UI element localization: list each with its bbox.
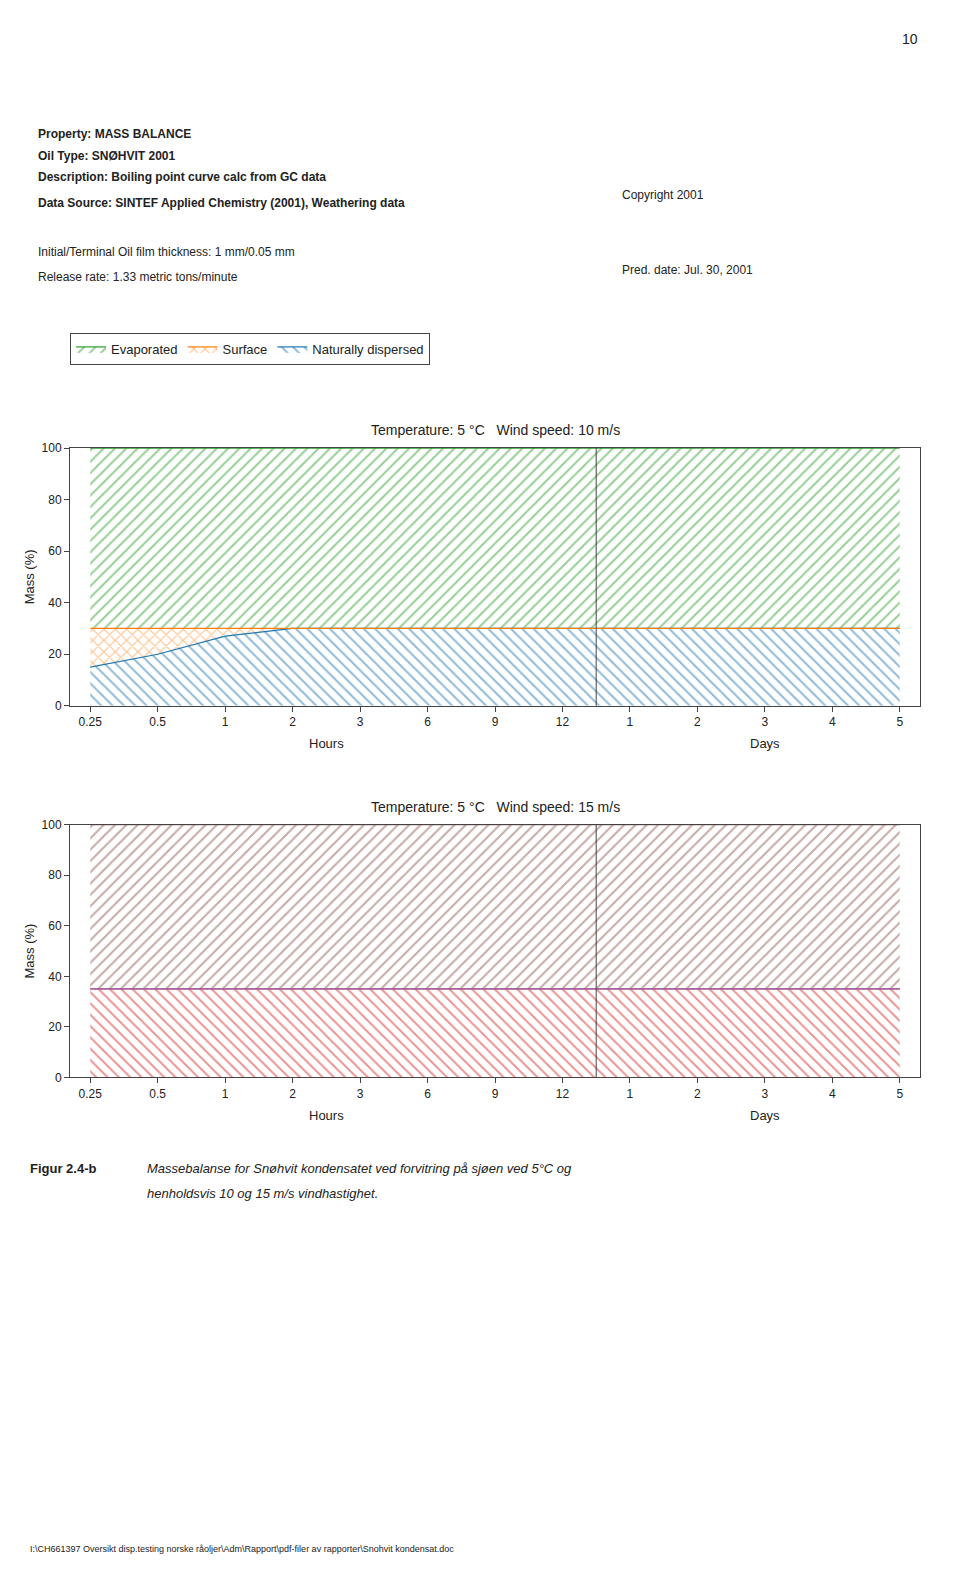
svg-text:10: 10 — [902, 31, 918, 47]
svg-text:Oil Type: SNØHVIT 2001: Oil Type: SNØHVIT 2001 — [38, 149, 175, 163]
svg-text:5: 5 — [896, 1087, 903, 1101]
svg-text:12: 12 — [556, 715, 570, 729]
svg-text:0.5: 0.5 — [149, 1087, 166, 1101]
svg-text:Days: Days — [750, 1108, 780, 1123]
svg-text:2: 2 — [289, 1087, 296, 1101]
svg-text:Hours: Hours — [309, 736, 344, 751]
svg-text:Temperature: 5 °C Wind speed: Temperature: 5 °C Wind speed: 15 m/s — [371, 799, 620, 815]
svg-text:4: 4 — [829, 715, 836, 729]
svg-text:100: 100 — [42, 818, 62, 832]
svg-text:100: 100 — [42, 441, 62, 455]
svg-text:0.25: 0.25 — [79, 715, 103, 729]
svg-text:Release rate: 1.33 metric tons: Release rate: 1.33 metric tons/minute — [38, 270, 238, 284]
svg-text:4: 4 — [829, 1087, 836, 1101]
svg-text:60: 60 — [48, 544, 62, 558]
svg-text:1: 1 — [627, 715, 634, 729]
svg-text:Temperature: 5 °C Wind speed: Temperature: 5 °C Wind speed: 10 m/s — [371, 422, 620, 438]
svg-text:6: 6 — [424, 715, 431, 729]
svg-text:60: 60 — [48, 919, 62, 933]
svg-text:Days: Days — [750, 736, 780, 751]
svg-text:0.5: 0.5 — [149, 715, 166, 729]
svg-text:Massebalanse for Snøhvit konde: Massebalanse for Snøhvit kondensatet ved… — [147, 1161, 572, 1176]
svg-text:40: 40 — [48, 970, 62, 984]
svg-text:Surface: Surface — [223, 342, 268, 357]
svg-text:1: 1 — [222, 1087, 229, 1101]
svg-text:Mass (%): Mass (%) — [22, 924, 37, 979]
svg-text:1: 1 — [222, 715, 229, 729]
svg-text:2: 2 — [694, 1087, 701, 1101]
svg-text:Naturally dispersed: Naturally dispersed — [312, 342, 423, 357]
svg-text:Hours: Hours — [309, 1108, 344, 1123]
svg-text:Description: Boiling point cur: Description: Boiling point curve calc fr… — [38, 170, 326, 184]
svg-text:1: 1 — [627, 1087, 634, 1101]
svg-text:3: 3 — [761, 1087, 768, 1101]
svg-text:0: 0 — [55, 1071, 62, 1085]
svg-text:80: 80 — [48, 493, 62, 507]
svg-text:Initial/Terminal Oil film thic: Initial/Terminal Oil film thickness: 1 m… — [38, 245, 295, 259]
svg-text:0: 0 — [55, 699, 62, 713]
svg-text:3: 3 — [761, 715, 768, 729]
svg-text:henholdsvis 10 og 15 m/s vindh: henholdsvis 10 og 15 m/s vindhastighet. — [147, 1186, 378, 1201]
svg-text:3: 3 — [357, 1087, 364, 1101]
svg-text:2: 2 — [694, 715, 701, 729]
svg-text:80: 80 — [48, 868, 62, 882]
svg-text:I:\CH661397 Oversikt disp.test: I:\CH661397 Oversikt disp.testing norske… — [30, 1544, 454, 1554]
svg-text:Pred. date: Jul. 30, 2001: Pred. date: Jul. 30, 2001 — [622, 263, 753, 277]
svg-text:9: 9 — [492, 715, 499, 729]
svg-text:40: 40 — [48, 596, 62, 610]
svg-text:3: 3 — [357, 715, 364, 729]
svg-text:12: 12 — [556, 1087, 570, 1101]
svg-text:0.25: 0.25 — [79, 1087, 103, 1101]
svg-text:Mass (%): Mass (%) — [22, 549, 37, 604]
svg-text:6: 6 — [424, 1087, 431, 1101]
svg-text:Evaporated: Evaporated — [111, 342, 178, 357]
svg-text:2: 2 — [289, 715, 296, 729]
svg-text:20: 20 — [48, 647, 62, 661]
svg-text:Figur 2.4-b: Figur 2.4-b — [30, 1161, 97, 1176]
svg-text:20: 20 — [48, 1020, 62, 1034]
svg-text:9: 9 — [492, 1087, 499, 1101]
svg-text:Copyright 2001: Copyright 2001 — [622, 188, 704, 202]
svg-text:Data Source: SINTEF Applied Ch: Data Source: SINTEF Applied Chemistry (2… — [38, 196, 405, 210]
svg-text:5: 5 — [896, 715, 903, 729]
svg-text:Property: MASS BALANCE: Property: MASS BALANCE — [38, 127, 191, 141]
